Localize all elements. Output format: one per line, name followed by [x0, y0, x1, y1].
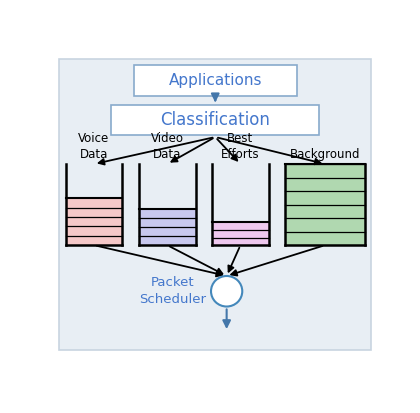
- Text: Best
Efforts: Best Efforts: [221, 132, 260, 161]
- Bar: [66, 198, 123, 245]
- Text: Applications: Applications: [168, 73, 262, 88]
- Text: Packet
Scheduler: Packet Scheduler: [139, 276, 206, 306]
- Bar: [285, 164, 365, 245]
- Text: Voice
Data: Voice Data: [79, 132, 110, 161]
- Bar: [139, 209, 196, 245]
- Circle shape: [211, 276, 242, 306]
- Bar: [212, 223, 269, 245]
- Text: Classification: Classification: [160, 112, 270, 129]
- Text: Video
Data: Video Data: [151, 132, 184, 161]
- Text: Background: Background: [290, 148, 360, 161]
- FancyBboxPatch shape: [111, 105, 320, 135]
- FancyBboxPatch shape: [59, 59, 372, 350]
- FancyBboxPatch shape: [134, 65, 297, 96]
